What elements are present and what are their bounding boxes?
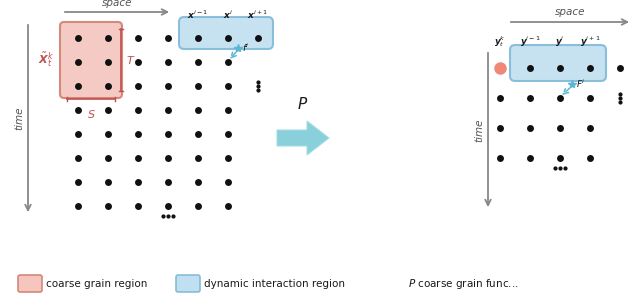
FancyBboxPatch shape xyxy=(60,22,122,98)
Text: space: space xyxy=(102,0,132,8)
FancyBboxPatch shape xyxy=(18,275,42,292)
Text: time: time xyxy=(14,106,24,130)
FancyBboxPatch shape xyxy=(176,275,200,292)
Text: $\mathit{T}$: $\mathit{T}$ xyxy=(126,54,136,66)
Text: $\boldsymbol{x}^{i-1}$: $\boldsymbol{x}^{i-1}$ xyxy=(188,9,209,21)
Text: $f^i$: $f^i$ xyxy=(242,41,250,54)
FancyBboxPatch shape xyxy=(179,17,273,49)
Text: $\tilde{\boldsymbol{X}}_t^k$: $\tilde{\boldsymbol{X}}_t^k$ xyxy=(38,51,54,69)
Text: $\boldsymbol{y}^{i}$: $\boldsymbol{y}^{i}$ xyxy=(555,34,565,49)
Text: dynamic interaction region: dynamic interaction region xyxy=(204,279,345,289)
Text: $\mathit{S}$: $\mathit{S}$ xyxy=(86,108,95,120)
Text: time: time xyxy=(474,118,484,142)
Text: $P$ coarse grain func...: $P$ coarse grain func... xyxy=(408,277,518,291)
Text: space: space xyxy=(555,7,585,17)
Text: $\boldsymbol{y}^{i+1}$: $\boldsymbol{y}^{i+1}$ xyxy=(580,34,600,49)
FancyBboxPatch shape xyxy=(510,45,606,81)
Text: $\boldsymbol{y}_t^k$: $\boldsymbol{y}_t^k$ xyxy=(494,34,506,49)
Text: $\boldsymbol{y}^{i-1}$: $\boldsymbol{y}^{i-1}$ xyxy=(520,34,540,49)
Text: $P$: $P$ xyxy=(298,96,308,112)
Text: $F^i$: $F^i$ xyxy=(576,77,586,90)
Text: coarse grain region: coarse grain region xyxy=(46,279,147,289)
Polygon shape xyxy=(277,121,329,155)
Text: $\boldsymbol{x}^{i+1}$: $\boldsymbol{x}^{i+1}$ xyxy=(248,9,269,21)
Text: $\boldsymbol{x}^{i}$: $\boldsymbol{x}^{i}$ xyxy=(223,9,233,21)
